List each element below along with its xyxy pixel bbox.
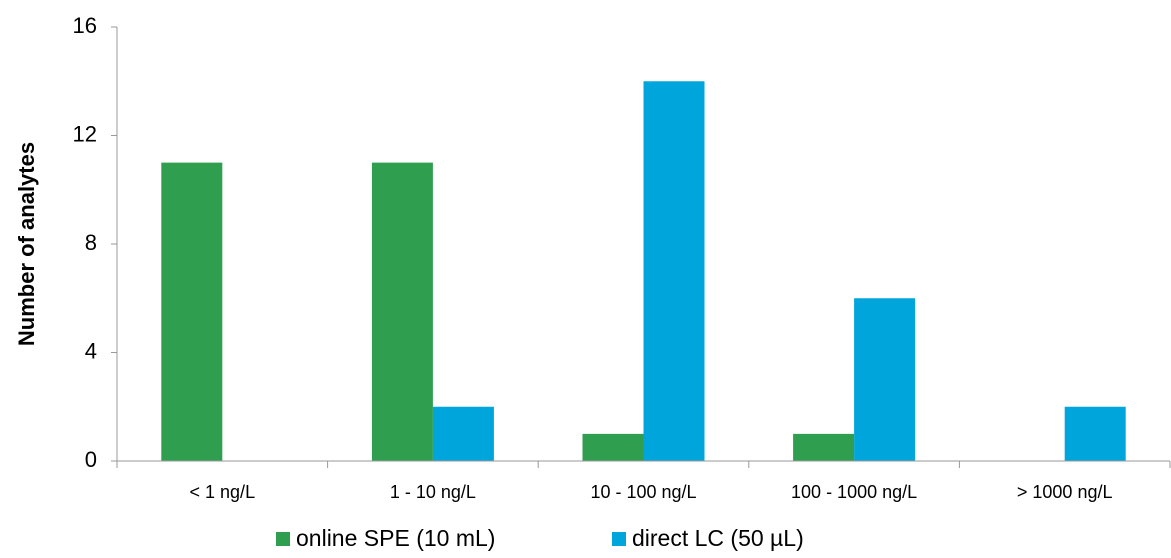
y-tick-label: 4 <box>85 338 97 363</box>
bar <box>793 433 855 461</box>
x-tick-label: < 1 ng/L <box>190 482 256 502</box>
y-tick-label: 8 <box>85 230 97 255</box>
x-tick-label: 10 - 100 ng/L <box>590 482 696 502</box>
bar <box>643 81 705 461</box>
y-axis-label: Number of analytes <box>14 142 39 346</box>
legend-swatch <box>276 532 290 546</box>
y-tick-label: 16 <box>73 13 97 38</box>
x-tick-label: 100 - 1000 ng/L <box>791 482 917 502</box>
bar <box>432 406 494 461</box>
y-tick-label: 12 <box>73 121 97 146</box>
bar <box>161 162 223 461</box>
legend-swatch <box>612 532 626 546</box>
bar <box>582 433 644 461</box>
x-tick-label: 1 - 10 ng/L <box>390 482 476 502</box>
bar <box>854 298 916 461</box>
legend-label: direct LC (50 µL) <box>632 525 804 551</box>
bar <box>1064 406 1126 461</box>
y-tick-label: 0 <box>85 447 97 472</box>
bar <box>371 162 433 461</box>
legend-label: online SPE (10 mL) <box>296 525 495 551</box>
x-tick-label: > 1000 ng/L <box>1017 482 1113 502</box>
